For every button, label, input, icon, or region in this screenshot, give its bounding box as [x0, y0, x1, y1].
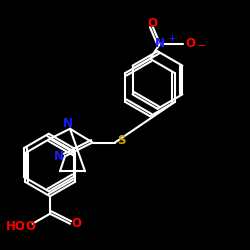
Text: O: O — [185, 37, 195, 50]
Text: O: O — [25, 220, 35, 233]
Text: +: + — [168, 34, 175, 43]
Text: N: N — [155, 37, 165, 50]
Text: O: O — [71, 217, 81, 230]
Text: HO: HO — [6, 220, 26, 233]
Text: N: N — [62, 117, 72, 130]
Text: N: N — [54, 150, 64, 163]
Text: −: − — [196, 41, 206, 51]
Text: S: S — [117, 134, 126, 146]
Text: O: O — [148, 17, 158, 30]
